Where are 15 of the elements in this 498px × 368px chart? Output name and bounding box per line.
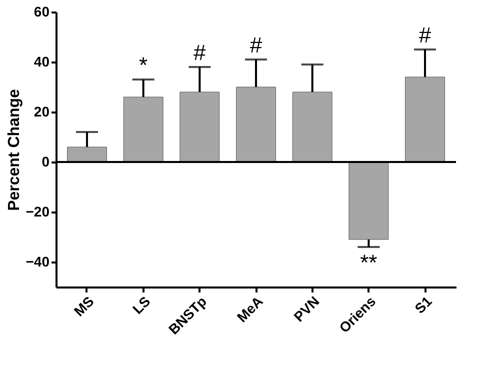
data-label: # [418,22,432,48]
y-tick-label: 0 [42,154,50,170]
x-tick-label: MS [70,293,97,320]
data-label: # [194,40,207,65]
x-tick-label: LS [129,293,154,318]
y-axis-title: Percent Change [6,88,23,211]
data-label: ** [360,250,378,275]
y-tick-label: 40 [34,54,50,70]
y-tick-label: −40 [26,254,50,270]
y-tick-label: 60 [34,4,50,20]
data-label: * [139,52,148,78]
y-tick-label: 20 [34,104,50,120]
x-tick-label: S1 [411,292,436,317]
data-label: # [250,32,263,58]
y-tick-label: −20 [26,204,50,220]
